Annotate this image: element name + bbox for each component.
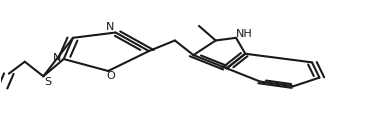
Text: NH: NH xyxy=(236,29,253,39)
Text: S: S xyxy=(45,77,52,87)
Text: N: N xyxy=(53,53,61,63)
Text: O: O xyxy=(107,71,116,81)
Text: N: N xyxy=(106,22,114,32)
